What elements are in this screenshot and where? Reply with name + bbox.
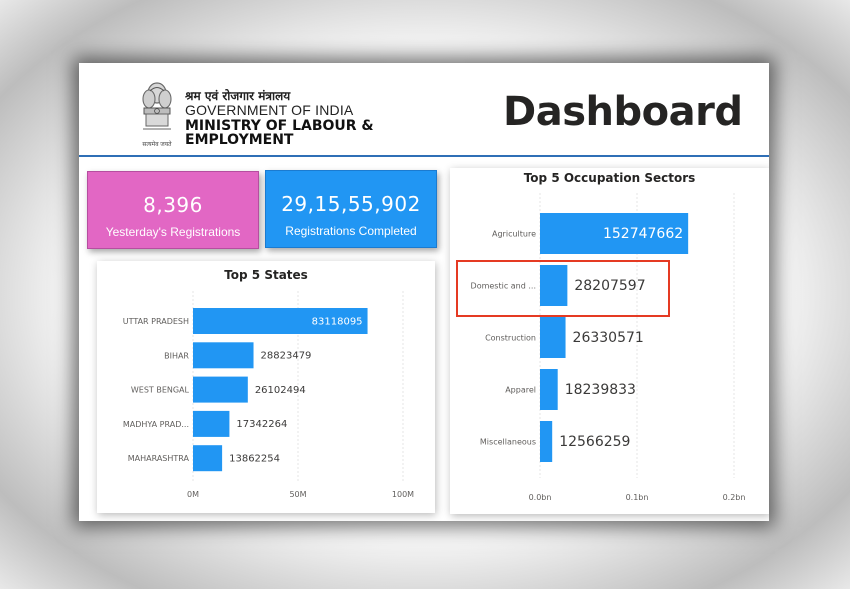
dashboard-frame: सत्यमेव जयते श्रम एवं रोजगार मंत्रालय GO… <box>79 63 769 521</box>
value-label-1-3: 18239833 <box>565 382 636 398</box>
category-label-1-2: Construction <box>485 334 536 343</box>
highlight-box-domestic <box>456 260 670 317</box>
bar-1-2[interactable] <box>540 317 566 358</box>
registrations-completed-card[interactable]: 29,15,55,902 Registrations Completed <box>265 170 437 248</box>
bar-1-1[interactable] <box>540 265 568 306</box>
value-label-0-0: 83118095 <box>312 316 363 327</box>
government-label: GOVERNMENT OF INDIA <box>185 102 354 118</box>
value-label-1-2: 26330571 <box>573 330 644 346</box>
top-occupation-panel[interactable]: Top 5 Occupation Sectors 0.0bn 0.1bn 0.2bn… <box>450 168 769 514</box>
bar-1-0[interactable] <box>540 213 689 254</box>
yesterday-registrations-label: Yesterday's Registrations <box>105 225 241 239</box>
category-label-0-3: MADHYA PRAD... <box>123 420 189 429</box>
value-label-0-3: 17342264 <box>236 419 287 430</box>
category-label-1-3: Apparel <box>505 386 536 395</box>
x-tick-label-0-0: 0M <box>187 490 199 499</box>
bar-1-3[interactable] <box>540 369 558 410</box>
dashboard-title: Dashboard <box>503 89 743 135</box>
registrations-completed-value: 29,15,55,902 <box>281 192 421 216</box>
x-tick-label-1-2: 0.2bn <box>723 493 746 502</box>
category-label-0-0: UTTAR PRADESH <box>123 317 189 326</box>
yesterday-registrations-card[interactable]: 8,396 Yesterday's Registrations <box>87 171 259 249</box>
ministry-name-line1: MINISTRY OF LABOUR & <box>185 118 374 134</box>
emblem-caption: सत्यमेव जयते <box>142 142 172 148</box>
value-label-1-1: 28207597 <box>574 278 645 294</box>
top-states-chart: 0M 50M 100M UTTAR PRADESH 83118095 BIHAR 28823… <box>123 291 414 499</box>
x-tick-label-1-0: 0.0bn <box>529 493 552 502</box>
bar-0-4[interactable] <box>193 445 223 472</box>
top-occupation-title: Top 5 Occupation Sectors <box>523 171 696 185</box>
category-label-0-2: WEST BENGAL <box>131 386 190 395</box>
value-label-1-0: 152747662 <box>603 226 683 242</box>
x-tick-label-0-2: 100M <box>392 490 414 499</box>
category-label-0-1: BIHAR <box>164 351 189 360</box>
top-occupation-chart: 0.0bn 0.1bn 0.2bn Agriculture 152747662 Domes… <box>471 193 746 502</box>
bar-0-3[interactable] <box>193 410 230 437</box>
x-tick-label-0-1: 50M <box>289 490 306 499</box>
top-states-panel[interactable]: Top 5 States 0M 50M 100M UTTAR PRADESH 83118… <box>97 261 435 513</box>
value-label-0-4: 13862254 <box>229 454 280 465</box>
bar-1-4[interactable] <box>540 421 553 462</box>
category-label-1-0: Agriculture <box>492 230 536 239</box>
value-label-0-1: 28823479 <box>261 351 312 362</box>
ministry-name-line2: EMPLOYMENT <box>185 132 294 148</box>
bar-0-1[interactable] <box>193 342 254 369</box>
ministry-hindi-title: श्रम एवं रोजगार मंत्रालय <box>185 89 291 103</box>
registrations-completed-label: Registrations Completed <box>285 224 417 238</box>
bar-0-2[interactable] <box>193 376 248 403</box>
bar-0-0[interactable] <box>193 308 368 334</box>
category-label-1-1: Domestic and ... <box>471 282 536 291</box>
top-states-title: Top 5 States <box>224 268 308 282</box>
x-tick-label-1-1: 0.1bn <box>626 493 649 502</box>
national-emblem-icon <box>142 82 172 130</box>
category-label-0-4: MAHARASHTRA <box>128 454 190 463</box>
value-label-1-4: 12566259 <box>559 434 630 450</box>
value-label-0-2: 26102494 <box>255 385 306 396</box>
yesterday-registrations-value: 8,396 <box>143 193 203 217</box>
header: सत्यमेव जयते श्रम एवं रोजगार मंत्रालय GO… <box>79 63 769 157</box>
category-label-1-4: Miscellaneous <box>480 438 536 447</box>
